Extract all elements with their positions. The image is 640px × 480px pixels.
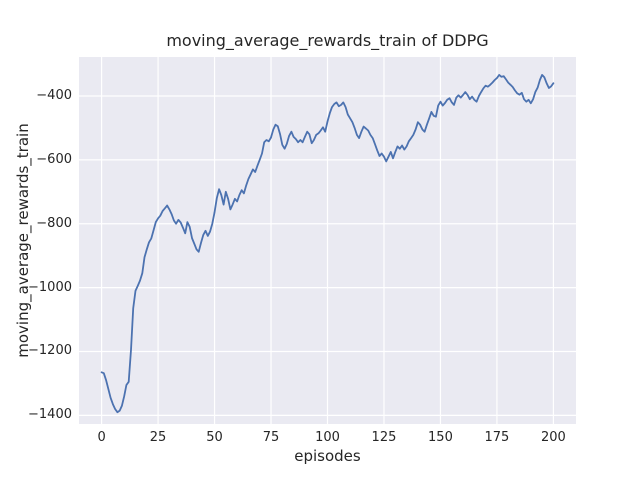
y-tick-label: −600 (36, 151, 72, 167)
x-tick-label: 175 (484, 430, 510, 445)
y-axis-label: moving_average_rewards_train (13, 123, 32, 358)
x-tick-label: 125 (371, 430, 397, 445)
x-tick-label: 150 (428, 430, 453, 445)
x-tick-label: 25 (149, 430, 167, 445)
y-tick-label: −800 (36, 215, 72, 231)
x-tick-label: 100 (315, 430, 340, 445)
gridlines (79, 57, 576, 424)
series-line (100, 74, 555, 414)
y-tick-label: −400 (36, 87, 72, 103)
y-tick-label: −1400 (28, 407, 72, 423)
x-tick-label: 0 (97, 430, 106, 445)
x-tick-label: 75 (262, 430, 280, 445)
y-tick-label: −1000 (28, 279, 72, 295)
y-tick-label: −1200 (28, 343, 72, 359)
x-tick-label: 50 (206, 430, 223, 445)
x-axis-label: episodes (294, 447, 361, 465)
x-tick-label: 200 (540, 430, 566, 445)
chart-title: moving_average_rewards_train of DDPG (166, 31, 489, 50)
